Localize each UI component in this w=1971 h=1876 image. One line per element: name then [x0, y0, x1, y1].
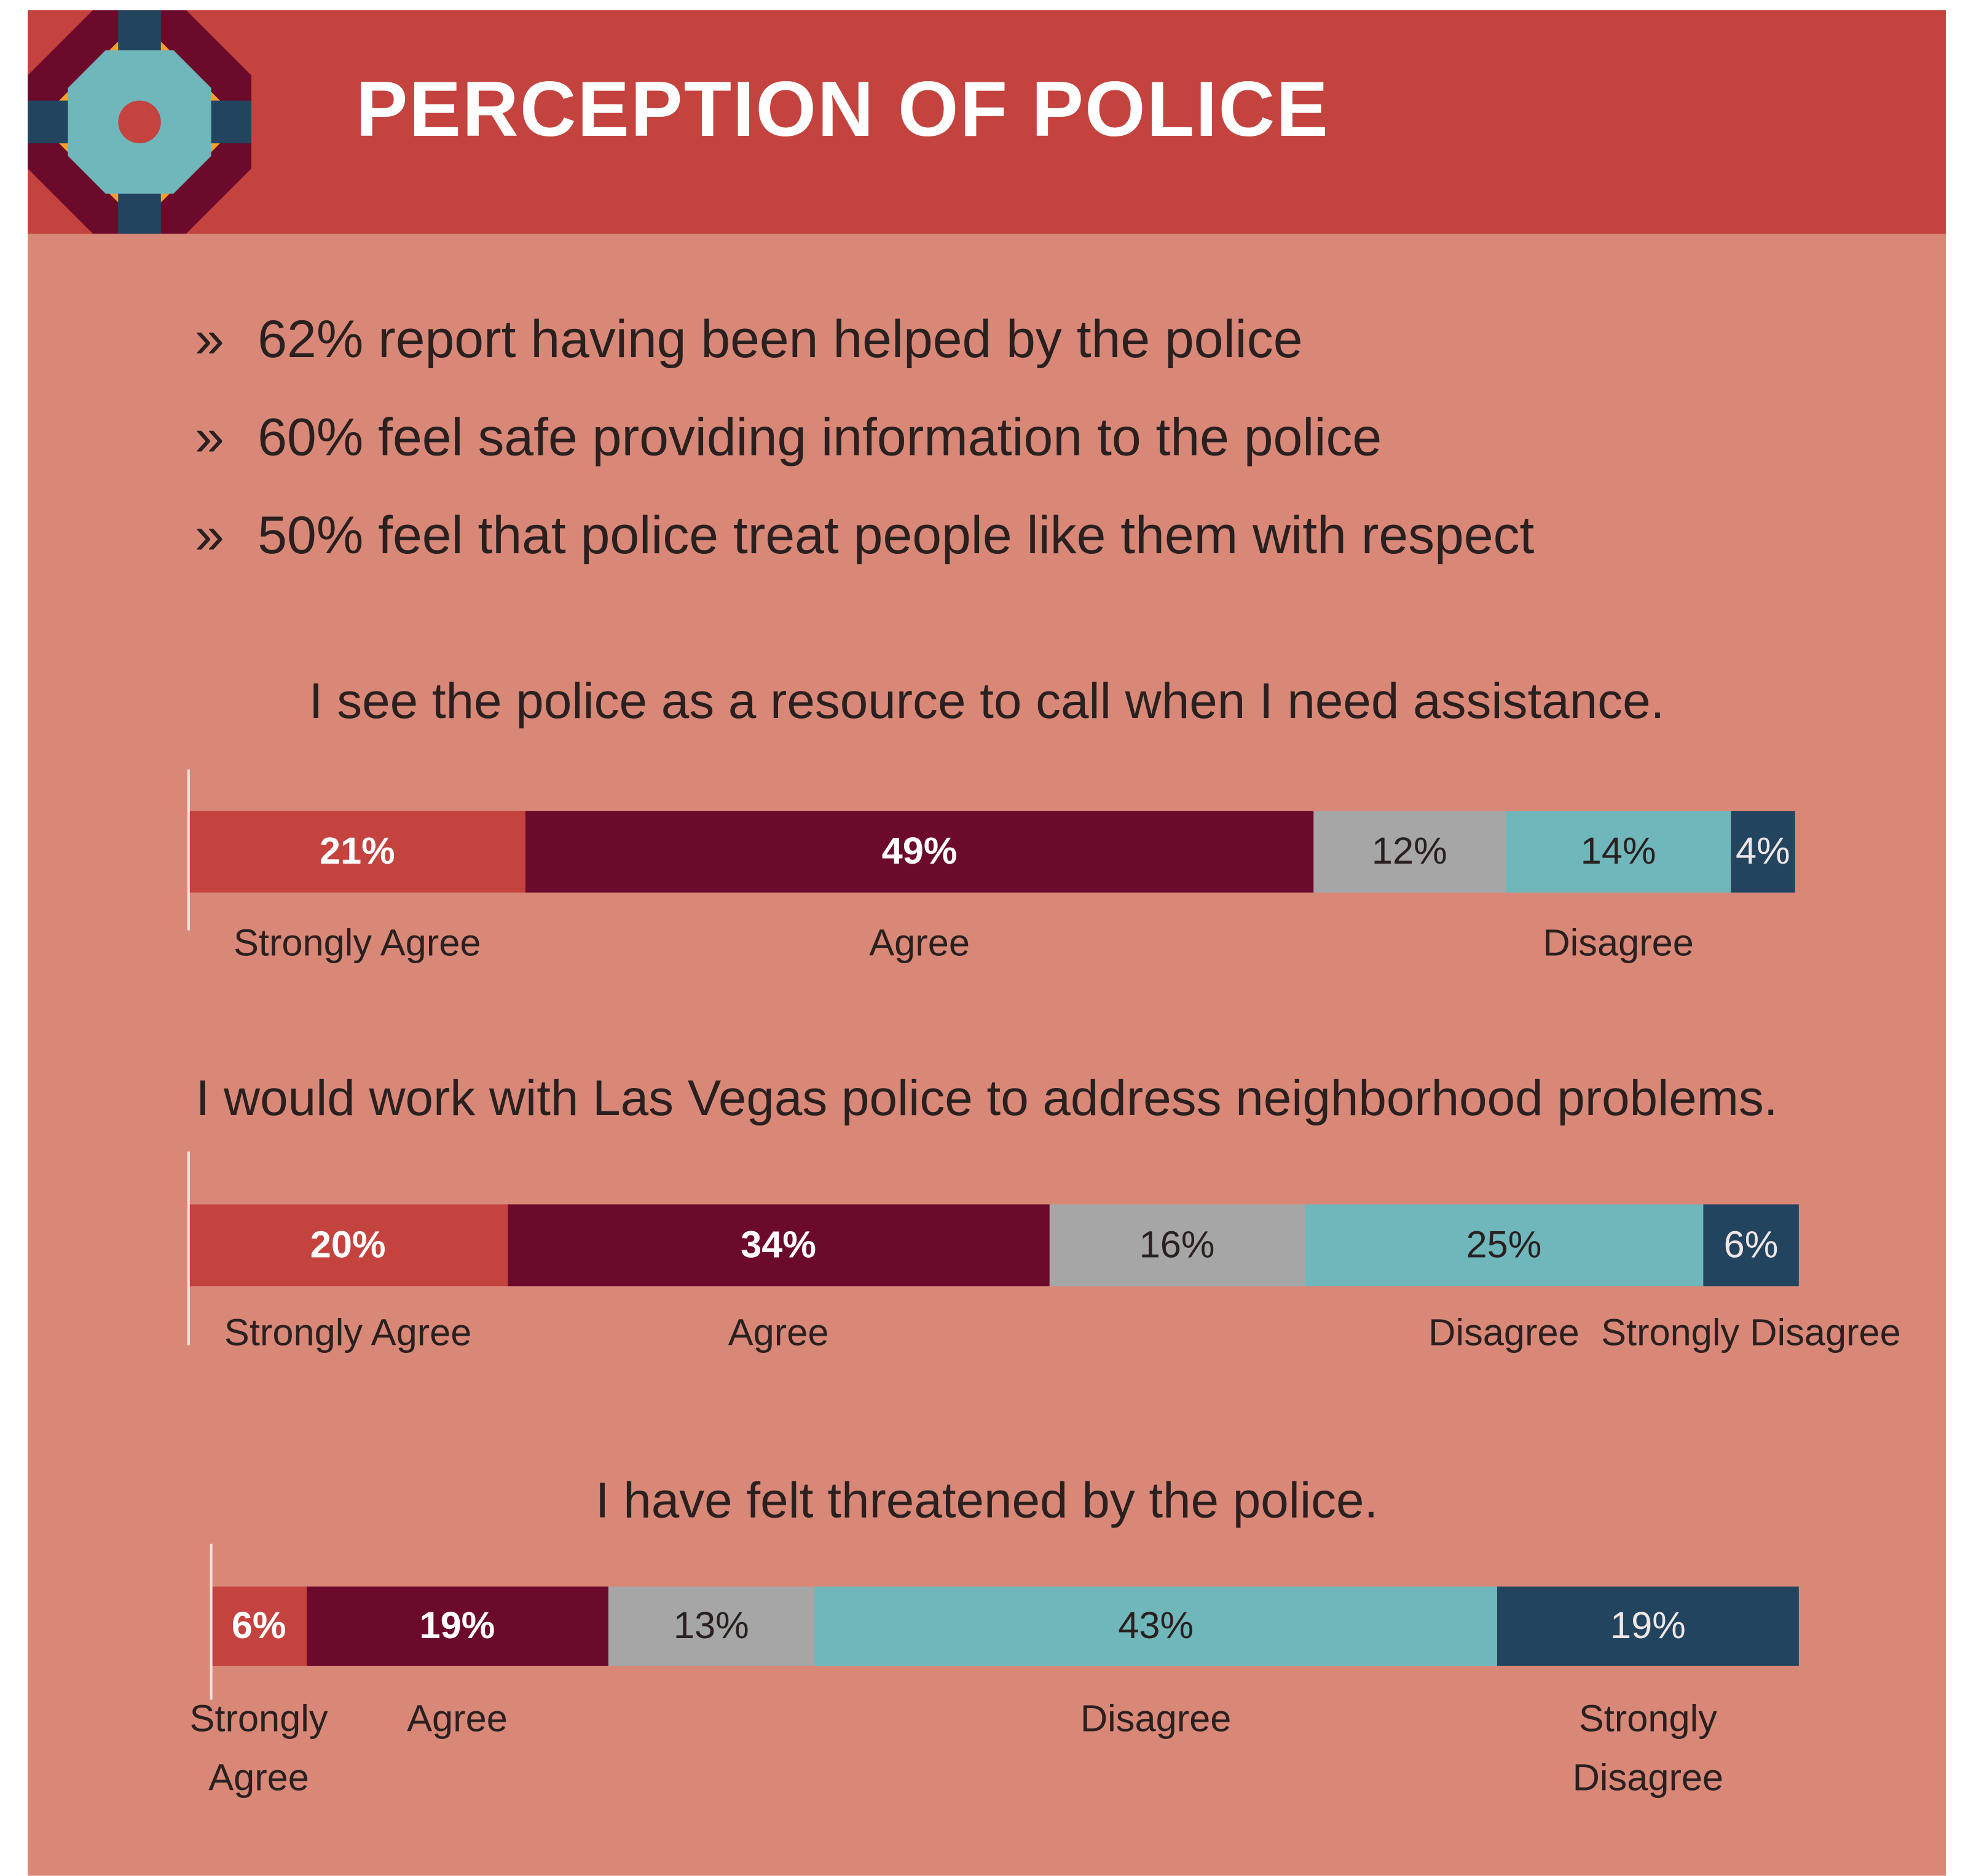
- chart-title: I would work with Las Vegas police to ad…: [195, 1071, 1778, 1127]
- value-label: 19%: [1610, 1604, 1686, 1647]
- bullet-text: 60% feel safe providing information to t…: [258, 407, 1382, 467]
- value-label: 4%: [1736, 830, 1790, 872]
- value-label: 13%: [673, 1604, 749, 1647]
- axis-line: [187, 1151, 190, 1346]
- bar-segment: [525, 811, 1313, 893]
- bullet-marker: »: [195, 407, 224, 467]
- bar-segment: [1049, 1204, 1305, 1287]
- category-label: Disagree: [1428, 1312, 1580, 1354]
- bullet-text: 62% report having been helped by the pol…: [258, 309, 1303, 369]
- axis-line: [210, 1543, 213, 1700]
- value-label: 20%: [310, 1224, 386, 1266]
- bullet-marker: »: [195, 505, 224, 565]
- category-label: Strongly Agree: [233, 923, 481, 964]
- category-label: Agree: [728, 1312, 829, 1354]
- category-label: Disagree: [1543, 923, 1694, 964]
- bar-segment: [1731, 811, 1795, 893]
- bullet-item: » 62% report having been helped by the po…: [195, 309, 1302, 369]
- bar-segment: [211, 1586, 307, 1666]
- category-label: Agree: [407, 1698, 508, 1740]
- bar-segment: [1497, 1586, 1799, 1666]
- category-label: Strongly Disagree: [1601, 1312, 1901, 1354]
- bar-segment: [1304, 1204, 1704, 1287]
- header-bar: [27, 10, 1946, 234]
- bar-segment: [608, 1586, 815, 1666]
- value-label: 25%: [1466, 1224, 1542, 1266]
- value-label: 49%: [881, 830, 958, 872]
- value-label: 34%: [741, 1224, 816, 1266]
- value-label: 16%: [1139, 1224, 1215, 1266]
- logo: [27, 10, 252, 234]
- bar-segment: [188, 1204, 508, 1287]
- value-label: 43%: [1118, 1604, 1194, 1647]
- bar-segment: [507, 1204, 1050, 1287]
- bar-segment: [814, 1586, 1497, 1666]
- value-label: 6%: [231, 1604, 286, 1647]
- value-label: 19%: [419, 1604, 495, 1647]
- value-label: 12%: [1371, 830, 1447, 872]
- category-label: Strongly Disagree: [1572, 1698, 1724, 1799]
- bar-segment: [188, 811, 526, 893]
- axis-line: [187, 769, 190, 931]
- bullet-text: 50% feel that police treat people like t…: [258, 505, 1535, 565]
- bar-segment: [1703, 1204, 1799, 1287]
- bullet-item: » 50% feel that police treat people like …: [195, 505, 1534, 566]
- bar-segment: [1506, 811, 1731, 893]
- bullet-item: » 60% feel safe providing information to …: [195, 408, 1382, 468]
- card: [27, 10, 1946, 1876]
- category-label: Strongly Agree: [224, 1312, 472, 1354]
- chart-title: I have felt threatened by the police.: [595, 1473, 1379, 1529]
- value-label: 6%: [1723, 1224, 1779, 1266]
- value-label: 21%: [319, 830, 395, 872]
- bar-segment: [1313, 811, 1506, 893]
- title: PERCEPTION OF POLICE: [355, 66, 1329, 154]
- chart-title: I see the police as a resource to call w…: [309, 674, 1665, 730]
- bar-segment: [306, 1586, 608, 1666]
- category-label: Strongly Agree: [189, 1698, 328, 1799]
- category-label: Disagree: [1080, 1698, 1232, 1740]
- bullet-marker: »: [195, 309, 224, 369]
- value-label: 14%: [1580, 830, 1656, 872]
- category-label: Agree: [869, 923, 970, 964]
